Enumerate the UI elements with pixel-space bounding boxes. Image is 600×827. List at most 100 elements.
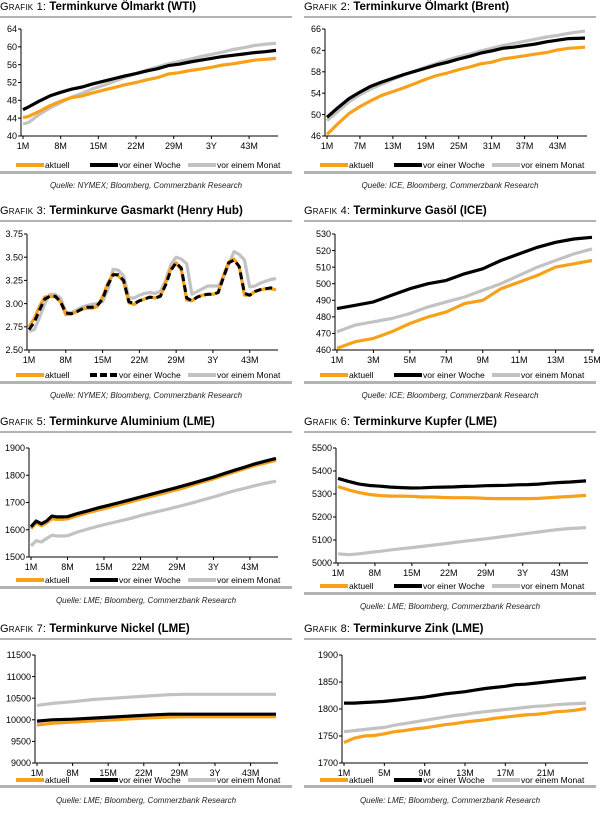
x-tick-label: 9M — [476, 355, 489, 365]
legend-label: aktuell — [45, 575, 70, 585]
series-line-vor-einem-monat — [336, 247, 593, 334]
x-tick-label: 15M — [583, 355, 600, 365]
y-tick-label: 490 — [316, 295, 331, 305]
legend-item: vor einem Monat — [188, 160, 280, 170]
chart-title-text: Terminkurve Gasöl (ICE) — [353, 205, 487, 217]
chart-title-prefix: Grafik 8: — [304, 623, 351, 635]
x-tick-label: 1M — [332, 568, 345, 578]
legend-label: vor einem Monat — [217, 160, 281, 170]
legend-item: aktuell — [320, 160, 374, 170]
y-tick-label: 54 — [311, 88, 321, 98]
legend-item: vor einem Monat — [492, 581, 584, 591]
y-tick-label: 2.50 — [5, 345, 23, 355]
y-tick-label: 56 — [7, 60, 17, 70]
y-tick-label: 5400 — [312, 466, 332, 476]
x-tick-label: 1M — [331, 355, 344, 365]
line-chart: 2.50 2.75 3.00 3.25 3.50 3.75 1M 8M 15M 22M 29M 3Y 4… — [5, 229, 278, 365]
chart-title-text: Terminkurve Kupfer (LME) — [353, 416, 497, 428]
legend-label: vor einem Monat — [521, 160, 585, 170]
source-divider — [0, 785, 292, 788]
chart-legend: aktuell vor einer Woche vor einem Monat — [304, 370, 596, 382]
legend-item: vor einer Woche — [394, 160, 485, 170]
legend-label: aktuell — [349, 581, 374, 591]
chart-source: Quelle: NYMEX; Bloomberg, Commerzbank Re… — [49, 391, 243, 400]
legend-item: vor einem Monat — [188, 370, 280, 380]
series-line-vor-einer-woche — [27, 258, 277, 331]
line-chart: 1500 1600 1700 1800 1900 1M 8M 15M 22M 29M 3Y 43M — [5, 443, 278, 572]
y-tick-label: 44 — [7, 113, 17, 123]
title-divider — [0, 16, 292, 18]
series-line-vor-einem-monat — [29, 479, 277, 547]
x-tick-label: 15M — [94, 355, 112, 365]
chart-source: Quelle: LME; Bloomberg, Commerzbank Rese… — [55, 796, 237, 805]
x-tick-label: 25M — [450, 141, 468, 151]
y-tick-label: 1900 — [5, 443, 25, 453]
legend-label: vor einer Woche — [423, 775, 485, 785]
legend-item: vor einer Woche — [394, 581, 485, 591]
legend-item: vor einem Monat — [492, 160, 584, 170]
y-tick-label: 48 — [7, 96, 17, 106]
y-tick-label: 11500 — [7, 650, 31, 660]
chart-panel-4: Grafik 4: Terminkurve Gasöl (ICE) 460 470 4… — [304, 204, 600, 409]
y-tick-label: 500 — [316, 279, 331, 289]
y-tick-label: 1750 — [318, 731, 338, 741]
chart-title-prefix: Grafik 2: — [304, 1, 351, 13]
chart-panel-8: Grafik 8: Terminkurve Zink (LME) 1700 1750… — [304, 622, 597, 827]
x-tick-label: 1M — [338, 768, 351, 778]
x-tick-label: 5M — [404, 355, 417, 365]
series-line-aktuell — [22, 56, 277, 120]
legend-swatch — [16, 163, 44, 167]
x-tick-label: 3Y — [209, 768, 220, 778]
legend-label: vor einer Woche — [119, 160, 181, 170]
source-divider — [304, 785, 596, 788]
x-tick-label: 13M — [547, 355, 565, 365]
y-tick-label: 9000 — [11, 758, 31, 768]
x-tick-label: 8M — [66, 768, 79, 778]
series-line-aktuell — [336, 258, 593, 350]
x-tick-label: 15M — [95, 562, 113, 572]
line-chart: 5000 5100 5200 5300 5400 5500 1M 8M 15M 22M 29M 3Y 4… — [312, 443, 588, 578]
legend-label: aktuell — [349, 775, 374, 785]
legend-swatch — [492, 373, 520, 377]
title-divider — [0, 431, 292, 433]
y-tick-label: 66 — [311, 24, 321, 34]
chart-title-prefix: Grafik 6: — [304, 416, 351, 428]
x-tick-label: 29M — [165, 141, 183, 151]
x-tick-label: 11M — [511, 355, 528, 365]
chart-panel-7: Grafik 7: Terminkurve Nickel (LME) 9000 95… — [0, 622, 293, 827]
chart-panel-5: Grafik 5: Terminkurve Aluminium (LME) 150… — [0, 415, 293, 620]
x-tick-label: 9M — [418, 768, 431, 778]
y-tick-label: 1900 — [318, 650, 338, 660]
y-tick-label: 2.75 — [5, 322, 23, 332]
line-chart: 40 44 48 52 56 60 64 1M 8M 15M 22M 29M 3Y 43M — [7, 24, 278, 151]
x-tick-label: 29M — [171, 768, 189, 778]
chart-title: Grafik 5: Terminkurve Aluminium (LME) — [0, 416, 215, 428]
x-tick-label: 37M — [516, 141, 534, 151]
legend-label: vor einer Woche — [119, 775, 181, 785]
legend-swatch — [492, 584, 520, 588]
y-tick-label: 10500 — [6, 693, 31, 703]
legend-item: vor einer Woche — [394, 775, 485, 785]
x-tick-label: 3Y — [208, 562, 219, 572]
y-tick-label: 64 — [7, 24, 17, 34]
chart-title-prefix: Grafik 4: — [304, 205, 351, 217]
x-tick-label: 3Y — [207, 355, 218, 365]
chart-title-text: Terminkurve Aluminium (LME) — [49, 416, 215, 428]
legend-label: vor einer Woche — [423, 370, 485, 380]
chart-source: Quelle: ICE, Bloomberg, Commerzbank Rese… — [361, 181, 539, 190]
title-divider — [304, 16, 596, 18]
chart-panel-6: Grafik 6: Terminkurve Kupfer (LME) 5000 51… — [304, 415, 597, 620]
legend-swatch — [320, 584, 348, 588]
series-line-aktuell — [337, 485, 587, 501]
source-divider — [0, 171, 292, 174]
y-tick-label: 40 — [7, 131, 17, 141]
y-tick-label: 3.50 — [5, 252, 23, 262]
legend-label: vor einem Monat — [217, 370, 281, 380]
legend-swatch — [188, 578, 216, 582]
x-tick-label: 8M — [54, 141, 67, 151]
x-tick-label: 43M — [240, 141, 258, 151]
series-line-vor-einer-woche — [22, 48, 277, 112]
series-line-vor-einem-monat — [337, 526, 587, 557]
y-tick-label: 62 — [311, 46, 321, 56]
chart-title-prefix: Grafik 3: — [0, 205, 47, 217]
